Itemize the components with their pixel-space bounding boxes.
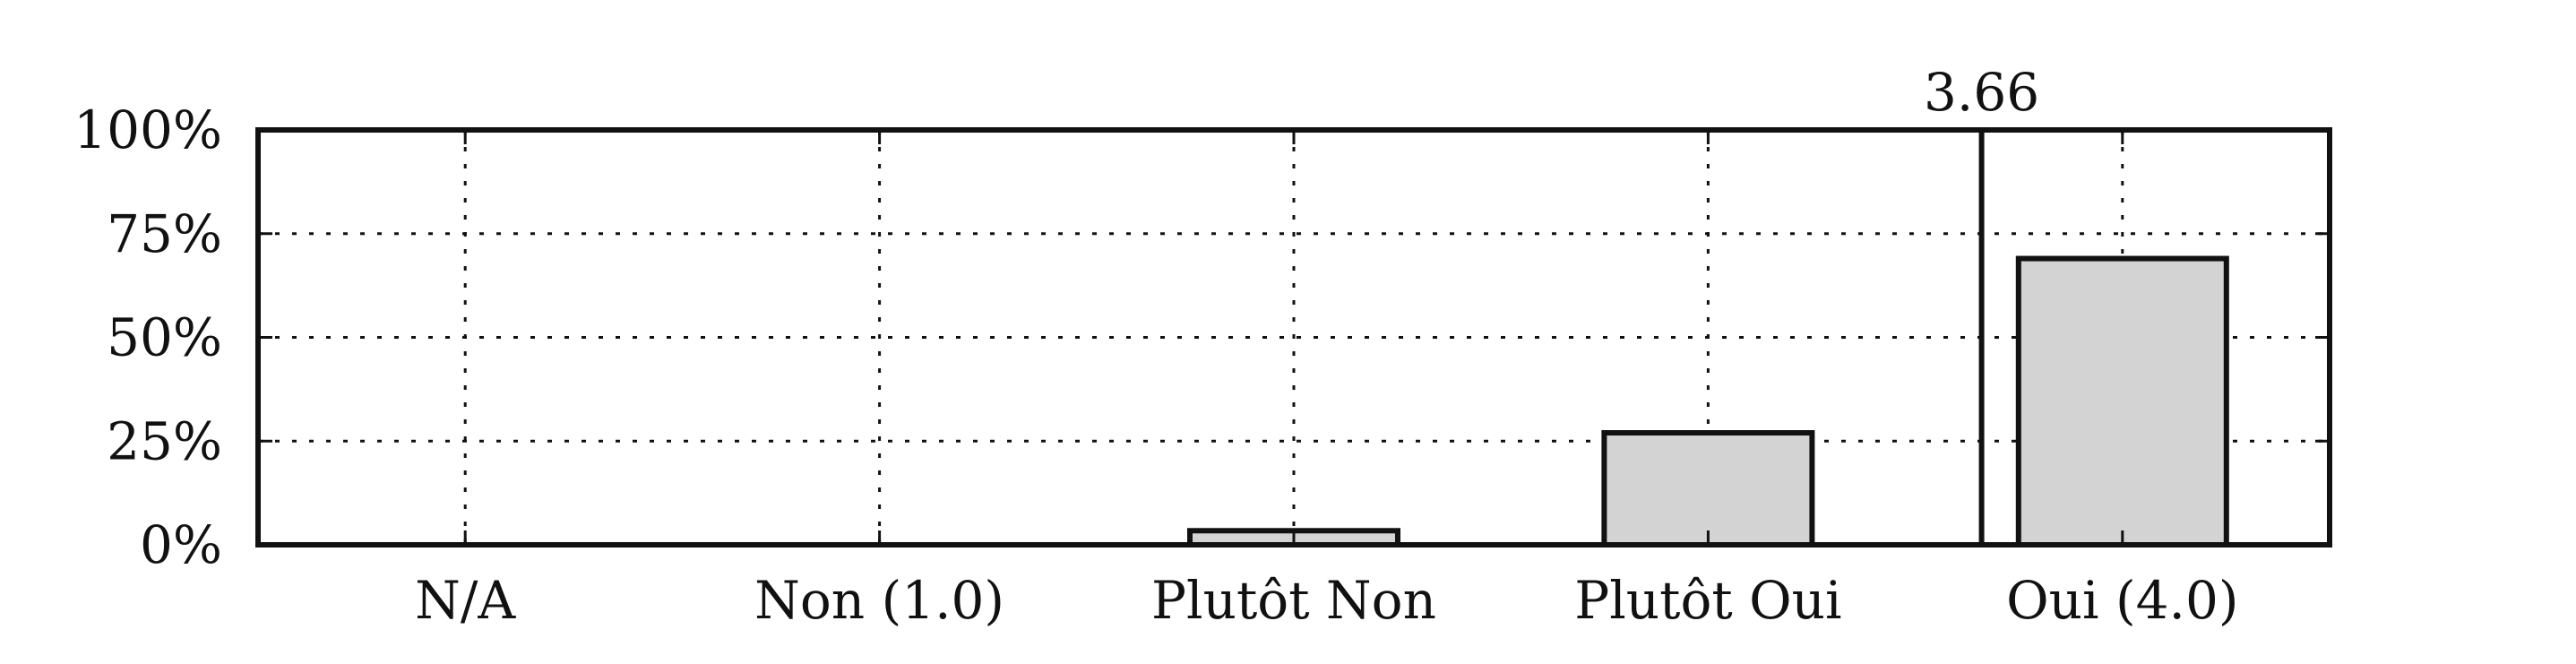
- x-axis: N/A Non (1.0) Plutôt Non Plutôt Oui Oui (4.0…: [415, 130, 2238, 631]
- bars-layer: [1187, 255, 2229, 548]
- x-tick-label: Plutôt Oui: [1574, 570, 1841, 631]
- x-tick-label: Plutôt Non: [1151, 570, 1436, 631]
- y-tick-label: 75%: [107, 203, 222, 264]
- y-tick-label: 50%: [107, 307, 222, 368]
- y-tick-label: 100%: [73, 99, 222, 160]
- y-tick-label: 25%: [107, 410, 222, 471]
- bar-plut-t-oui: [1601, 429, 1815, 548]
- x-tick-label: Oui (4.0): [2006, 570, 2238, 631]
- y-axis: 0% 25% 50% 75% 100%: [73, 99, 2330, 575]
- bar-oui-4-0: [2015, 255, 2229, 548]
- x-tick-label: Non (1.0): [754, 570, 1004, 631]
- mean-layer: 3.66: [1924, 62, 2039, 545]
- mean-label: 3.66: [1924, 62, 2039, 123]
- y-tick-label: 0%: [140, 514, 222, 575]
- x-tick-label: N/A: [415, 570, 516, 631]
